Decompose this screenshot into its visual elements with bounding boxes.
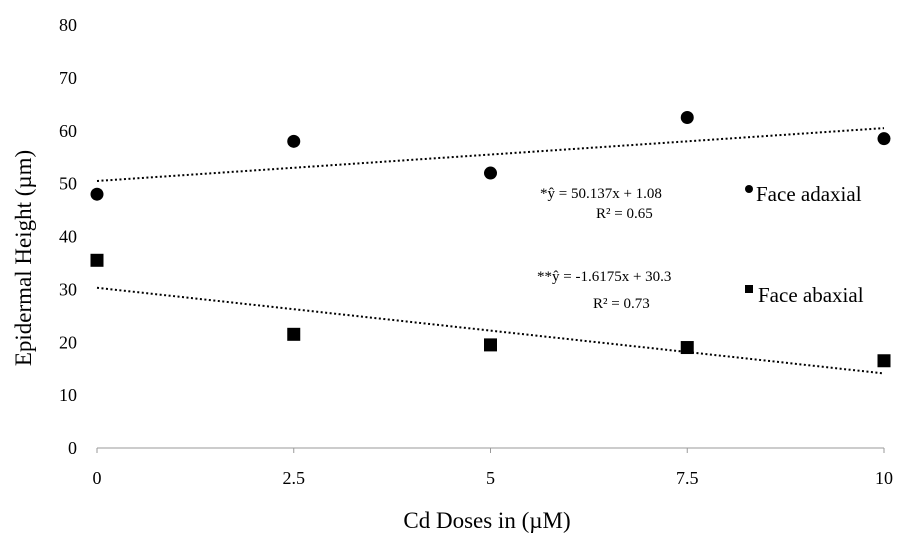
equation-adaxial: *ŷ = 50.137x + 1.08	[540, 186, 662, 202]
trendline-adaxial	[96, 127, 885, 182]
x-tick-label: 10	[875, 468, 893, 488]
trendlines	[96, 127, 885, 375]
legend-label-adaxial: Face adaxial	[756, 182, 862, 206]
point-adaxial	[680, 111, 694, 125]
y-tick-label: 10	[59, 385, 77, 405]
y-axis-title: Epidermal Height (µm)	[11, 150, 36, 366]
y-tick-label: 30	[59, 279, 77, 299]
x-tick-label: 2.5	[283, 468, 306, 488]
y-tick-label: 50	[59, 174, 77, 194]
y-tick-label: 0	[68, 438, 77, 458]
point-abaxial	[484, 338, 497, 352]
x-tick-label: 0	[93, 468, 102, 488]
legend-label-abaxial: Face abaxial	[758, 283, 864, 307]
point-abaxial	[287, 327, 301, 341]
x-tick-label: 7.5	[676, 468, 699, 488]
point-adaxial	[90, 187, 104, 201]
y-tick-label: 20	[59, 332, 77, 352]
r-squared-abaxial: R² = 0.73	[593, 296, 650, 312]
equation-abaxial: **ŷ = -1.6175x + 30.3	[537, 269, 671, 285]
point-abaxial	[877, 354, 891, 368]
y-tick-label: 80	[59, 15, 77, 35]
point-adaxial	[287, 134, 301, 148]
point-abaxial	[90, 253, 104, 267]
x-axis-title: Cd Doses in (µM)	[403, 508, 570, 533]
legend-marker-adaxial	[745, 185, 753, 193]
y-tick-label: 60	[59, 121, 77, 141]
legend-marker-abaxial	[745, 285, 753, 293]
x-tick-label: 5	[486, 468, 495, 488]
point-adaxial	[484, 166, 497, 180]
y-tick-label: 40	[59, 227, 77, 247]
point-adaxial	[877, 132, 891, 146]
point-abaxial	[680, 341, 694, 355]
y-tick-label: 70	[59, 68, 77, 88]
trendline-abaxial	[96, 286, 885, 375]
y-axis-ticks: 0 10 20 30 40 50 60 70 80	[59, 15, 77, 458]
data-points	[90, 111, 891, 368]
x-axis-ticks: 0 2.5 5 7.5 10	[93, 448, 893, 488]
r-squared-adaxial: R² = 0.65	[596, 206, 653, 222]
